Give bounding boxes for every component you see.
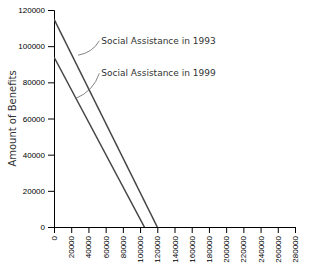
annotation: Social Assistance in 1993 bbox=[101, 36, 215, 46]
y-axis-title: Amount of Benefits bbox=[7, 70, 18, 166]
x-tick-label: 140000 bbox=[171, 235, 180, 262]
y-tick: 80000 bbox=[23, 78, 54, 87]
x-tick: 240000 bbox=[257, 227, 266, 263]
x-axis-line bbox=[55, 228, 296, 234]
x-tick: 220000 bbox=[239, 227, 248, 263]
x-tick: 260000 bbox=[274, 227, 283, 263]
x-tick-label: 220000 bbox=[239, 235, 248, 262]
y-tick-label: 100000 bbox=[18, 42, 45, 51]
x-tick-label: 100000 bbox=[136, 235, 145, 262]
y-tick-label: 40000 bbox=[23, 151, 46, 160]
x-tick-mark bbox=[157, 227, 158, 233]
y-tick: 0 bbox=[41, 223, 54, 232]
x-tick: 100000 bbox=[136, 227, 145, 263]
x-tick-mark bbox=[175, 227, 176, 233]
x-tick-label: 280000 bbox=[291, 235, 300, 262]
y-tick-mark bbox=[48, 227, 54, 228]
y-tick: 100000 bbox=[18, 42, 54, 51]
annotation: Social Assistance in 1999 bbox=[101, 68, 216, 78]
x-tick-mark bbox=[226, 227, 227, 233]
x-tick-label: 0 bbox=[50, 235, 59, 240]
y-tick-mark bbox=[48, 46, 54, 47]
y-axis-line bbox=[48, 11, 55, 228]
y-tick: 120000 bbox=[18, 6, 54, 15]
y-tick-label: 80000 bbox=[23, 78, 46, 87]
annotation-connector bbox=[76, 73, 100, 98]
y-tick-label: 60000 bbox=[23, 115, 46, 124]
x-tick-label: 80000 bbox=[119, 235, 128, 258]
x-tick-mark bbox=[261, 227, 262, 233]
x-tick-mark bbox=[295, 227, 296, 233]
x-tick-label: 200000 bbox=[222, 235, 231, 262]
x-tick: 80000 bbox=[119, 227, 128, 258]
x-tick-label: 260000 bbox=[274, 235, 283, 262]
annotations: Social Assistance in 1993 Social Assistan… bbox=[76, 36, 216, 99]
x-tick-label: 40000 bbox=[84, 235, 93, 258]
x-tick: 20000 bbox=[67, 227, 76, 258]
y-tick-label: 0 bbox=[41, 223, 46, 232]
x-tick: 280000 bbox=[291, 227, 300, 263]
x-tick: 60000 bbox=[102, 227, 111, 258]
x-tick: 40000 bbox=[84, 227, 93, 258]
x-tick: 0 bbox=[50, 227, 59, 240]
y-tick-label: 120000 bbox=[18, 6, 45, 15]
y-tick-mark bbox=[48, 155, 54, 156]
y-tick-mark bbox=[48, 82, 54, 83]
y-tick-mark bbox=[48, 191, 54, 192]
x-tick-mark bbox=[192, 227, 193, 233]
x-tick-mark bbox=[88, 227, 89, 233]
y-tick-mark bbox=[48, 119, 54, 120]
x-tick-mark bbox=[71, 227, 72, 233]
x-tick-label: 20000 bbox=[67, 235, 76, 258]
x-tick-mark bbox=[123, 227, 124, 233]
x-tick: 180000 bbox=[205, 227, 214, 263]
chart: 0 20000 40000 60000 80000 100000 120000 140000 1… bbox=[0, 0, 311, 271]
x-tick-label: 240000 bbox=[257, 235, 266, 262]
x-axis: 0 20000 40000 60000 80000 100000 120000 140000 1… bbox=[50, 227, 300, 263]
y-tick: 40000 bbox=[23, 151, 54, 160]
x-tick: 140000 bbox=[171, 227, 180, 263]
x-tick-mark bbox=[243, 227, 244, 233]
y-tick-label: 20000 bbox=[23, 187, 46, 196]
x-tick: 120000 bbox=[153, 227, 162, 263]
series-line bbox=[54, 19, 157, 227]
x-tick-mark bbox=[140, 227, 141, 233]
x-tick: 160000 bbox=[188, 227, 197, 263]
x-tick-mark bbox=[278, 227, 279, 233]
y-tick: 60000 bbox=[23, 115, 54, 124]
series-line bbox=[54, 57, 144, 227]
x-tick-mark bbox=[209, 227, 210, 233]
annotation-connector bbox=[78, 41, 99, 55]
y-tick-mark bbox=[48, 10, 54, 11]
plot-area: 0 20000 40000 60000 80000 100000 120000 140000 1… bbox=[18, 6, 300, 263]
x-tick-label: 160000 bbox=[188, 235, 197, 262]
y-axis: 0 20000 40000 60000 80000 100000 120000 bbox=[18, 6, 54, 232]
x-tick-label: 120000 bbox=[153, 235, 162, 262]
x-tick-label: 60000 bbox=[102, 235, 111, 258]
lines bbox=[54, 19, 157, 227]
y-tick: 20000 bbox=[23, 187, 54, 196]
x-tick: 200000 bbox=[222, 227, 231, 263]
x-tick-label: 180000 bbox=[205, 235, 214, 262]
x-tick-mark bbox=[106, 227, 107, 233]
